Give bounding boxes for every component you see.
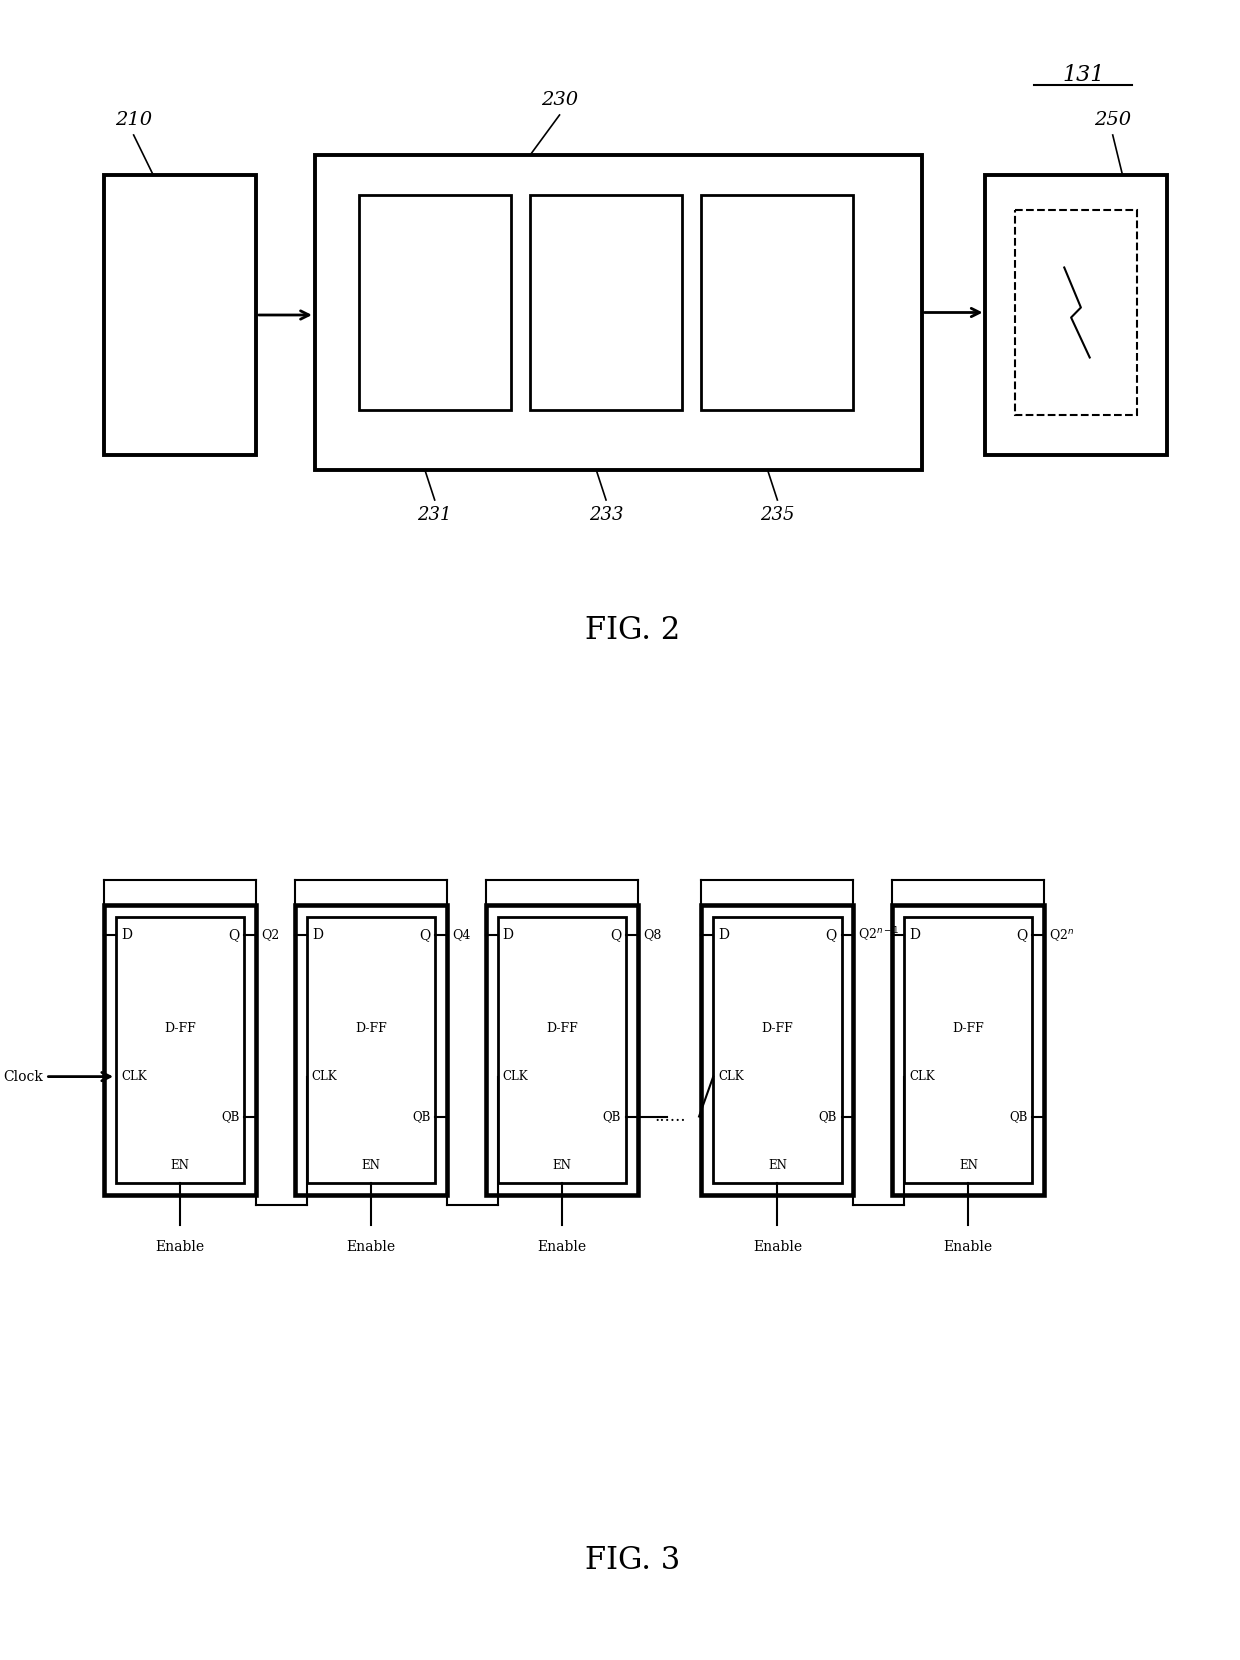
Text: D-FF: D-FF: [355, 1023, 387, 1036]
Text: D-FF: D-FF: [952, 1023, 985, 1036]
Text: EN: EN: [362, 1159, 381, 1172]
Text: Q: Q: [228, 928, 239, 941]
Text: Q: Q: [610, 928, 621, 941]
Text: CLK: CLK: [909, 1071, 935, 1082]
Text: D: D: [718, 928, 729, 941]
Text: Clock: Clock: [4, 1069, 43, 1084]
Text: EN: EN: [768, 1159, 787, 1172]
Text: 235: 235: [760, 506, 795, 525]
Bar: [486, 905, 637, 1195]
Text: FIG. 2: FIG. 2: [585, 614, 681, 646]
Bar: [308, 916, 435, 1184]
Text: D-FF: D-FF: [761, 1023, 794, 1036]
Text: Q8: Q8: [642, 928, 661, 941]
Text: 250: 250: [1094, 111, 1131, 129]
Bar: [117, 916, 244, 1184]
Text: FIG. 3: FIG. 3: [585, 1544, 681, 1575]
Text: 131: 131: [1063, 65, 1105, 86]
Text: D: D: [502, 928, 513, 941]
Text: ......: ......: [653, 1107, 686, 1125]
Text: D: D: [311, 928, 322, 941]
Text: Enable: Enable: [155, 1240, 205, 1253]
Text: Q2: Q2: [260, 928, 279, 941]
Bar: [713, 916, 842, 1184]
Text: EN: EN: [959, 1159, 977, 1172]
Text: 210: 210: [115, 111, 153, 129]
Text: Enable: Enable: [537, 1240, 587, 1253]
Text: Q: Q: [1017, 928, 1028, 941]
Bar: [497, 916, 626, 1184]
Text: CLK: CLK: [718, 1071, 744, 1082]
Bar: [358, 194, 511, 410]
Text: CLK: CLK: [502, 1071, 528, 1082]
Text: D: D: [120, 928, 131, 941]
Text: D: D: [909, 928, 920, 941]
Bar: [531, 194, 682, 410]
Bar: [104, 174, 255, 455]
Text: D-FF: D-FF: [546, 1023, 578, 1036]
Text: QB: QB: [603, 1111, 621, 1124]
Bar: [104, 905, 255, 1195]
Text: Enable: Enable: [346, 1240, 396, 1253]
Text: EN: EN: [171, 1159, 190, 1172]
Text: D-FF: D-FF: [164, 1023, 196, 1036]
Text: 233: 233: [589, 506, 624, 525]
Text: QB: QB: [412, 1111, 430, 1124]
Text: CLK: CLK: [120, 1071, 146, 1082]
Text: CLK: CLK: [311, 1071, 337, 1082]
Bar: [893, 905, 1044, 1195]
Bar: [315, 154, 921, 470]
Text: QB: QB: [818, 1111, 837, 1124]
Text: 230: 230: [541, 91, 578, 110]
Text: Q: Q: [826, 928, 837, 941]
Text: Enable: Enable: [944, 1240, 993, 1253]
Text: Q4: Q4: [451, 928, 470, 941]
Text: Enable: Enable: [753, 1240, 802, 1253]
Text: Q: Q: [419, 928, 430, 941]
Bar: [295, 905, 446, 1195]
Text: QB: QB: [1009, 1111, 1028, 1124]
Text: Q2$^{n-1}$: Q2$^{n-1}$: [858, 926, 899, 945]
Text: EN: EN: [553, 1159, 572, 1172]
Bar: [986, 174, 1167, 455]
Text: Q2$^n$: Q2$^n$: [1049, 928, 1074, 943]
Bar: [702, 905, 853, 1195]
Bar: [702, 194, 853, 410]
Text: QB: QB: [221, 1111, 239, 1124]
Bar: [904, 916, 1033, 1184]
Bar: [1014, 211, 1137, 415]
Text: 231: 231: [418, 506, 451, 525]
